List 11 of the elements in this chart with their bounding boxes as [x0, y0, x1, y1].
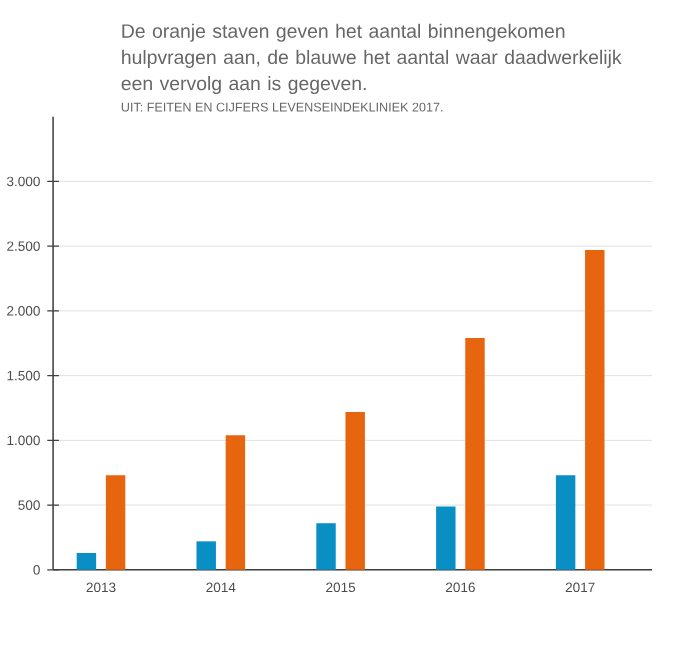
bar	[76, 553, 97, 571]
bar	[225, 435, 246, 571]
bar	[555, 475, 576, 571]
bar	[585, 250, 605, 571]
bar	[345, 412, 365, 571]
bar	[105, 475, 126, 571]
bar	[316, 523, 336, 571]
bar	[465, 338, 485, 571]
bar	[196, 541, 216, 571]
bar	[436, 506, 456, 571]
chart-title: De oranje staven geven het aantal binnengekomen hulpvragen aan, de blauwe het aantal waar daadwerkelijk een vervolg aan is gegeven.	[121, 23, 622, 95]
